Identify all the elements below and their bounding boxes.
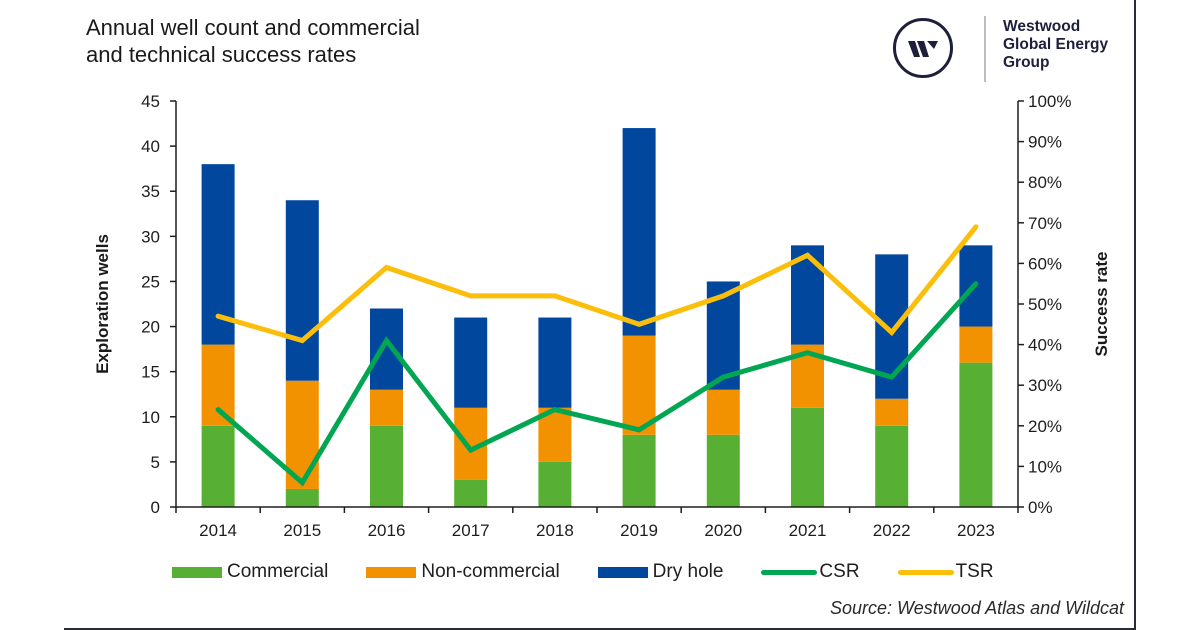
- y2-tick-label: 80%: [1028, 173, 1062, 192]
- x-tick-label: 2020: [704, 521, 742, 540]
- y2-tick-label: 60%: [1028, 254, 1062, 273]
- y-tick-label: 10: [141, 408, 160, 427]
- legend-label-tsr: TSR: [955, 561, 994, 582]
- bar-non-commercial-2023: [959, 326, 993, 363]
- x-tick-label: 2022: [873, 521, 911, 540]
- y2-axis-title: Success rate: [1092, 252, 1111, 357]
- bar-dry-hole-2017: [454, 317, 488, 408]
- logo-line2: Global Energy: [1003, 36, 1109, 53]
- logo-separator: [984, 16, 986, 82]
- bar-non-commercial-2019: [622, 335, 656, 435]
- y-tick-label: 0: [151, 498, 160, 517]
- bar-non-commercial-2016: [370, 389, 403, 426]
- legend-label-dry-hole: Dry hole: [652, 561, 724, 582]
- y-tick-label: 45: [141, 92, 160, 111]
- legend-swatch-dry-hole: [597, 566, 648, 578]
- y-axis-title: Exploration wells: [93, 234, 112, 374]
- y2-tick-label: 0%: [1028, 498, 1053, 517]
- x-tick-label: 2021: [789, 521, 827, 540]
- bar-commercial-2015: [285, 488, 319, 507]
- x-tick-label: 2014: [199, 521, 237, 540]
- logo-text: Westwood Global Energy Group: [1003, 18, 1108, 72]
- legend-swatch-tsr: [897, 569, 954, 575]
- line-layer: [215, 224, 979, 487]
- logo-circle-icon: [893, 18, 953, 78]
- y-tick-label: 25: [141, 272, 160, 291]
- y2-tick-label: 40%: [1028, 336, 1062, 355]
- bar-commercial-2019: [622, 434, 656, 507]
- bar-dry-hole-2018: [538, 317, 572, 408]
- legend-item-dry-hole: Dry hole: [597, 561, 724, 583]
- y-tick-label: 40: [141, 137, 160, 156]
- bar-non-commercial-2014: [201, 344, 235, 426]
- bar-dry-hole-2016: [370, 308, 403, 390]
- x-tick-label: 2017: [452, 521, 490, 540]
- y2-tick-label: 30%: [1028, 376, 1062, 395]
- axes-layer: 0 5 10 15 20 25 30 35 40 45 0% 10% 20% 30% 40% 50% 60% 70…: [141, 92, 1071, 540]
- bar-non-commercial-2022: [875, 398, 909, 426]
- bar-commercial-2018: [538, 461, 572, 507]
- y2-tick-label: 100%: [1028, 92, 1071, 111]
- x-tick-label: 2018: [536, 521, 574, 540]
- bar-commercial-2020: [706, 434, 740, 507]
- legend-swatch-csr: [761, 569, 818, 575]
- frame-right-border: [1134, 0, 1136, 630]
- y2-tick-label: 50%: [1028, 295, 1062, 314]
- bar-commercial-2021: [791, 407, 824, 507]
- x-tick-label: 2016: [368, 521, 406, 540]
- line-tsr: [215, 224, 979, 344]
- chart-title: Annual well count and commercial and tec…: [86, 14, 566, 68]
- logo-w-icon: [908, 41, 938, 57]
- y-tick-label: 35: [141, 182, 160, 201]
- source-note: Source: Westwood Atlas and Wildcat: [830, 598, 1124, 618]
- legend-item-tsr: TSR: [897, 561, 994, 583]
- frame-bottom-border: [64, 628, 1136, 630]
- legend: Commercial Non-commercial Dry hole CSR T…: [172, 560, 1032, 584]
- bar-commercial-2022: [875, 425, 909, 507]
- logo-line1: Westwood: [1003, 18, 1081, 35]
- legend-item-non-commercial: Non-commercial: [366, 561, 560, 583]
- y2-tick-label: 90%: [1028, 133, 1062, 152]
- x-tick-label: 2019: [620, 521, 658, 540]
- y2-tick-label: 20%: [1028, 417, 1062, 436]
- bar-non-commercial-2020: [706, 389, 740, 435]
- x-tick-label: 2015: [283, 521, 321, 540]
- legend-swatch-commercial: [172, 566, 222, 578]
- legend-swatch-non-commercial: [366, 566, 417, 578]
- y-tick-label: 15: [141, 363, 160, 382]
- y2-tick-label: 70%: [1028, 214, 1062, 233]
- westwood-logo: Westwood Global Energy Group: [890, 14, 1130, 84]
- bar-dry-hole-2015: [285, 200, 319, 381]
- legend-label-non-commercial: Non-commercial: [421, 561, 560, 582]
- legend-item-commercial: Commercial: [172, 561, 328, 583]
- legend-item-csr: CSR: [761, 561, 860, 583]
- y-tick-label: 30: [141, 227, 160, 246]
- chart-title-line1: Annual well count and commercial: [86, 15, 420, 40]
- bar-commercial-2014: [201, 425, 235, 507]
- line-csr: [215, 281, 979, 487]
- legend-label-csr: CSR: [819, 561, 860, 582]
- x-tick-label: 2023: [957, 521, 995, 540]
- y2-tick-label: 10%: [1028, 457, 1062, 476]
- y-tick-label: 5: [151, 453, 160, 472]
- bar-commercial-2023: [959, 362, 993, 507]
- legend-label-commercial: Commercial: [227, 561, 329, 582]
- logo-line3: Group: [1003, 54, 1050, 71]
- bar-commercial-2017: [454, 479, 488, 507]
- chart-title-line2: and technical success rates: [86, 42, 357, 67]
- bar-dry-hole-2019: [622, 128, 656, 336]
- bar-commercial-2016: [370, 425, 403, 507]
- y-tick-label: 20: [141, 318, 160, 337]
